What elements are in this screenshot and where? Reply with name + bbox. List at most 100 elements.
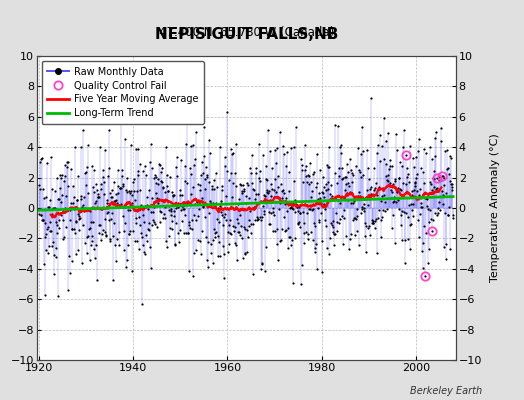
Point [191, 201, 200, 207]
Point [255, 178, 264, 184]
Point [233, 257, 241, 263]
Point [137, 230, 145, 236]
Point [274, 173, 282, 180]
Point [421, 230, 430, 236]
Point [39, 217, 47, 223]
Point [343, 190, 351, 196]
Point [150, 175, 158, 181]
Point [369, 164, 378, 171]
Point [160, 210, 168, 217]
Point [261, 176, 270, 182]
Point [85, 225, 94, 231]
Point [132, 220, 140, 226]
Point [239, 255, 247, 262]
Point [324, 164, 333, 170]
Point [423, 203, 431, 210]
Title: NEPISIGUIT FALLS,NB: NEPISIGUIT FALLS,NB [155, 27, 338, 42]
Point [334, 122, 342, 129]
Point [227, 151, 236, 158]
Point [205, 179, 213, 186]
Point [268, 186, 276, 192]
Point [70, 194, 78, 200]
Point [412, 154, 420, 160]
Point [377, 214, 386, 220]
Point [79, 127, 88, 134]
Point [446, 246, 454, 252]
Point [187, 190, 195, 197]
Point [166, 225, 174, 232]
Point [388, 189, 397, 195]
Point [305, 181, 314, 188]
Point [430, 168, 438, 174]
Point [153, 195, 161, 201]
Point [319, 190, 328, 197]
Point [273, 241, 281, 247]
Point [285, 234, 293, 240]
Point [315, 167, 324, 174]
Point [428, 186, 436, 193]
Point [221, 163, 229, 170]
Point [172, 204, 180, 211]
Point [166, 208, 174, 214]
Point [226, 146, 235, 152]
Point [271, 228, 279, 234]
Point [293, 204, 301, 210]
Point [247, 230, 256, 236]
Point [119, 213, 127, 219]
Point [61, 205, 69, 212]
Point [233, 216, 242, 222]
Point [341, 187, 350, 194]
Point [435, 173, 444, 180]
Point [63, 207, 71, 214]
Point [265, 209, 273, 216]
Point [145, 227, 153, 234]
Point [182, 230, 190, 236]
Point [351, 214, 359, 221]
Point [91, 255, 99, 262]
Point [148, 222, 157, 228]
Point [435, 207, 444, 213]
Point [90, 188, 98, 195]
Point [49, 271, 58, 277]
Point [38, 186, 47, 193]
Point [277, 181, 286, 187]
Point [78, 260, 86, 266]
Point [296, 210, 304, 216]
Point [244, 182, 252, 188]
Point [327, 182, 335, 188]
Point [237, 190, 246, 196]
Point [130, 238, 139, 244]
Point [95, 194, 103, 200]
Point [194, 206, 203, 212]
Point [72, 219, 80, 225]
Point [350, 198, 358, 204]
Point [244, 217, 253, 223]
Point [172, 164, 181, 171]
Point [221, 211, 230, 218]
Point [96, 186, 105, 192]
Point [110, 219, 118, 226]
Point [205, 198, 214, 204]
Point [333, 219, 342, 225]
Point [155, 218, 163, 225]
Point [344, 197, 353, 203]
Y-axis label: Temperature Anomaly (°C): Temperature Anomaly (°C) [490, 134, 500, 282]
Point [242, 192, 250, 199]
Point [188, 226, 196, 232]
Point [66, 270, 74, 276]
Point [323, 245, 331, 251]
Point [323, 162, 331, 168]
Point [64, 287, 72, 293]
Point [59, 236, 68, 242]
Point [363, 186, 371, 193]
Point [308, 207, 316, 213]
Point [243, 180, 251, 186]
Point [99, 227, 107, 234]
Point [347, 179, 356, 185]
Point [100, 179, 108, 185]
Point [299, 209, 308, 216]
Point [174, 230, 182, 236]
Point [383, 206, 391, 212]
Point [372, 216, 380, 222]
Point [277, 188, 286, 194]
